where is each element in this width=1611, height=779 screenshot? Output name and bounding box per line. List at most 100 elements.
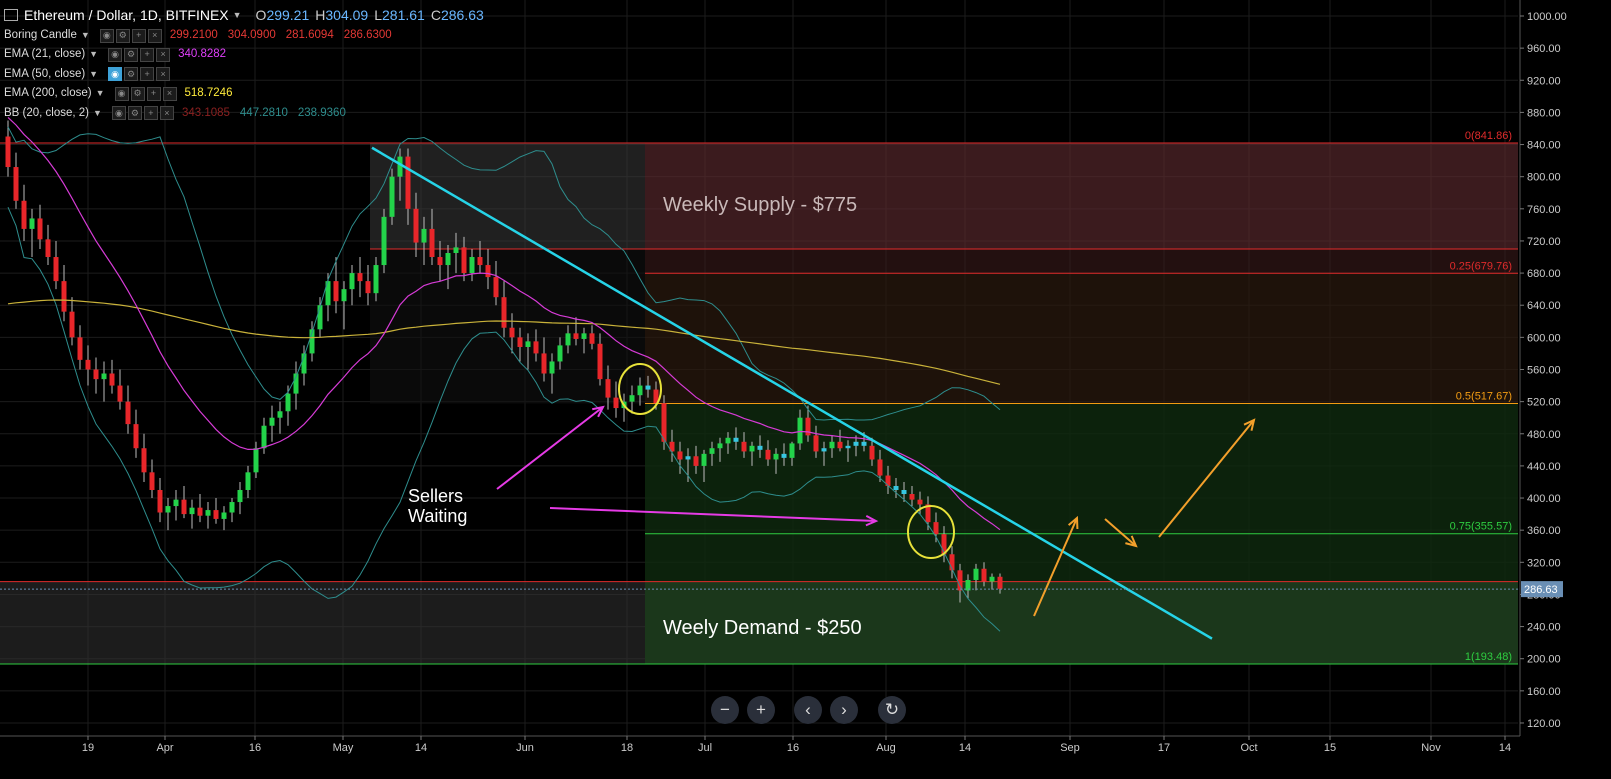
chevron-down-icon[interactable]: ▼ — [80, 30, 90, 40]
candle-body — [85, 359, 91, 370]
candle-body — [981, 568, 987, 582]
chevron-down-icon[interactable]: ▼ — [95, 88, 105, 99]
candle — [45, 224, 51, 266]
candle-body — [917, 499, 923, 505]
more-icon[interactable]: + — [140, 67, 155, 82]
chevron-down-icon[interactable]: ▼ — [93, 107, 102, 118]
gear-icon[interactable]: ⚙ — [124, 67, 139, 82]
indicator-name[interactable]: BB (20, close, 2) — [4, 106, 90, 119]
arrow-head — [1125, 535, 1138, 548]
symbol-title[interactable]: Ethereum / Dollar, 1D, BITFINEX — [24, 7, 229, 24]
chevron-down-icon[interactable]: ▼ — [89, 68, 99, 79]
more-icon[interactable]: + — [146, 86, 161, 101]
eye-icon[interactable]: ◉ — [108, 48, 123, 63]
indicator-name[interactable]: EMA (21, close) — [4, 48, 86, 61]
supply-zone — [645, 143, 1518, 249]
gear-icon[interactable]: ⚙ — [115, 28, 130, 43]
indicator-row[interactable]: EMA (200, close) ▼ ◉ ⚙ + × 518.7246 — [4, 84, 484, 103]
candle — [365, 265, 371, 306]
candle — [125, 385, 131, 434]
more-icon[interactable]: + — [131, 28, 146, 43]
chevron-down-icon[interactable]: ▼ — [232, 10, 242, 21]
price-tick-label: 600.00 — [1527, 332, 1561, 344]
price-tick-label: 1000.00 — [1527, 11, 1567, 23]
fib-label: 0.5(517.67) — [1456, 390, 1512, 402]
price-tick-label: 440.00 — [1527, 461, 1561, 473]
candle-body — [957, 570, 963, 591]
close-icon[interactable]: × — [156, 67, 171, 82]
candle — [565, 325, 571, 354]
gear-icon[interactable]: ⚙ — [127, 106, 142, 121]
candle-body — [125, 401, 131, 425]
close-icon[interactable]: × — [162, 86, 177, 101]
arrow-shaft — [1033, 517, 1078, 617]
price-tick-label: 360.00 — [1527, 525, 1561, 537]
candle-body — [653, 389, 659, 404]
time-tick-label: Aug — [876, 742, 896, 754]
zoom-in-button[interactable]: + — [747, 696, 775, 724]
candle — [701, 449, 707, 482]
price-tick-label: 960.00 — [1527, 43, 1561, 55]
close-icon[interactable]: × — [156, 48, 171, 63]
projection-arrow — [1158, 418, 1256, 538]
candle — [77, 325, 83, 370]
candle — [157, 477, 163, 523]
candle-body — [165, 506, 171, 513]
candle — [357, 257, 363, 298]
indicator-row[interactable]: EMA (21, close) ▼ ◉ ⚙ + × 340.8282 — [4, 45, 484, 64]
supply-zone-label: Weekly Supply - $775 — [663, 194, 857, 216]
candle-body — [141, 448, 147, 473]
eye-icon[interactable]: ◉ — [111, 106, 126, 121]
candle-body — [429, 228, 435, 258]
candle-body — [853, 441, 859, 446]
scroll-left-button[interactable]: ‹ — [794, 696, 822, 724]
candle — [429, 208, 435, 266]
eye-icon[interactable]: ◉ — [114, 86, 129, 101]
price-tick-label: 240.00 — [1527, 622, 1561, 634]
candle-body — [37, 218, 43, 240]
eye-icon[interactable]: ◉ — [108, 67, 123, 82]
reset-chart-button[interactable]: ↻ — [878, 696, 906, 724]
candle-body — [461, 247, 467, 274]
close-icon[interactable]: × — [147, 28, 162, 43]
price-tick-label: 400.00 — [1527, 493, 1561, 505]
candle — [493, 261, 499, 306]
indicator-name[interactable]: EMA (200, close) — [4, 87, 92, 100]
candle — [709, 441, 715, 466]
candle-body — [109, 373, 115, 386]
indicator-name[interactable]: EMA (50, close) — [4, 67, 86, 80]
candle-body — [293, 373, 299, 394]
scroll-right-button[interactable]: › — [830, 696, 858, 724]
zoom-out-button[interactable]: − — [711, 696, 739, 724]
candle-body — [445, 253, 451, 266]
candle-body — [277, 411, 283, 418]
indicator-name[interactable]: Boring Candle — [4, 29, 77, 41]
chevron-down-icon[interactable]: ▼ — [89, 49, 99, 60]
more-icon[interactable]: + — [140, 48, 155, 63]
candle — [37, 204, 43, 249]
close-icon[interactable]: × — [159, 106, 174, 121]
candle-body — [45, 239, 51, 258]
arrow-head — [592, 405, 605, 418]
gear-icon[interactable]: ⚙ — [124, 48, 139, 63]
candle — [469, 248, 475, 282]
gear-icon[interactable]: ⚙ — [130, 86, 145, 101]
more-icon[interactable]: + — [143, 106, 158, 121]
candle-body — [773, 453, 779, 460]
price-tick-label: 760.00 — [1527, 204, 1561, 216]
last-price-badge — [1521, 581, 1563, 598]
candle — [845, 440, 851, 462]
indicator-row[interactable]: EMA (50, close) ▼ ◉ ⚙ + × — [4, 65, 484, 84]
menu-icon[interactable] — [4, 9, 18, 21]
price-tick-label: 800.00 — [1527, 172, 1561, 184]
indicator-row[interactable]: BB (20, close, 2) ▼ ◉ ⚙ + × 343.1085 447.2810 23… — [4, 104, 484, 123]
indicator-value: 286.6300 — [343, 29, 392, 41]
indicator-value: 447.2810 — [239, 106, 288, 119]
candle — [253, 441, 259, 478]
candle — [805, 405, 811, 442]
indicator-row[interactable]: Boring Candle ▼ ◉ ⚙ + × 299.2100 304.0900 281.60… — [4, 26, 484, 45]
candle — [333, 257, 339, 314]
eye-icon[interactable]: ◉ — [99, 28, 114, 43]
candle-body — [637, 385, 643, 396]
